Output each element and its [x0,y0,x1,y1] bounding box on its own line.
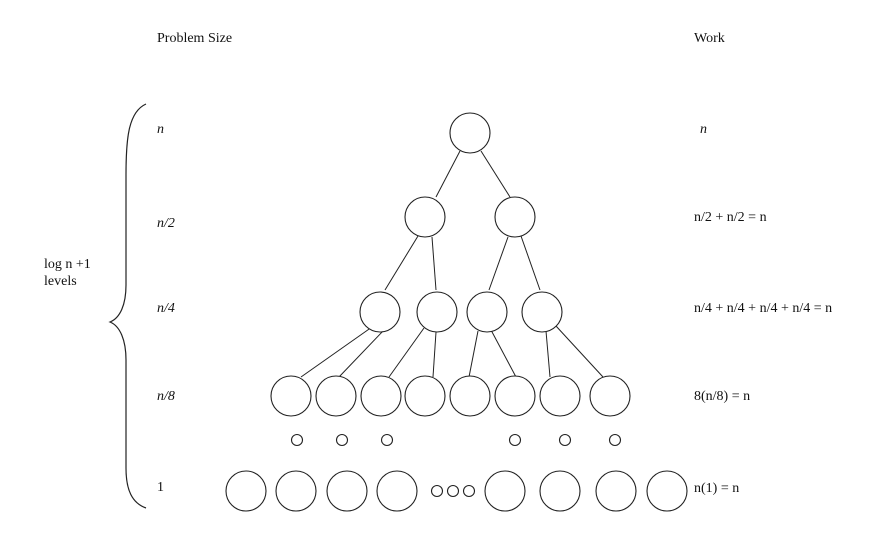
edge [545,330,551,378]
work-header: Work [694,31,725,46]
tree-edges [300,150,604,378]
edge [431,236,437,291]
tree-node-leaf [275,470,317,512]
ellipsis-dot [508,433,522,447]
levels-count-label: log n +1 [44,257,91,272]
work-level-1: n/2 + n/2 = n [694,210,767,225]
tree-node-leaf [484,470,526,512]
levels-word-label: levels [44,274,77,289]
edge [480,150,511,198]
work-level-leaf: n(1) = n [694,481,740,496]
tree-node-level-3 [315,375,357,417]
tree-node-leaf [376,470,418,512]
problem-size-level-1: n/2 [157,216,175,231]
tree-node-level-1 [494,196,536,238]
tree-node-level-3 [360,375,402,417]
edge [490,329,517,378]
ellipsis-dot [290,433,304,447]
problem-size-level-3: n/8 [157,389,175,404]
tree-node-leaf [595,470,637,512]
tree-node-root [449,112,491,154]
ellipsis-dot [446,484,460,498]
tree-node-level-3 [404,375,446,417]
tree-node-level-2 [416,291,458,333]
edge [520,235,541,291]
tree-node-level-3 [539,375,581,417]
tree-node-level-3 [589,375,631,417]
ellipsis-dot [558,433,572,447]
edge [300,326,373,378]
edge [468,330,479,378]
edge [338,330,384,378]
edge [388,327,425,378]
ellipsis-dot [335,433,349,447]
work-level-0: n [700,122,707,137]
ellipsis-dot [608,433,622,447]
tree-node-level-1 [404,196,446,238]
tree-node-level-3 [270,375,312,417]
tree-node-leaf [225,470,267,512]
tree-node-leaf [646,470,688,512]
problem-size-level-0: n [157,122,164,137]
work-level-3: 8(n/8) = n [694,389,751,404]
levels-brace [108,103,147,509]
tree-node-leaf [539,470,581,512]
tree-node-level-3 [494,375,536,417]
edge [488,236,509,291]
edge [555,325,604,378]
tree-node-level-3 [449,375,491,417]
tree-node-level-2 [521,291,563,333]
edge [435,150,461,198]
tree-node-level-2 [466,291,508,333]
tree-node-level-2 [359,291,401,333]
edge [432,331,437,378]
work-level-2: n/4 + n/4 + n/4 + n/4 = n [694,301,833,316]
tree-node-leaf [326,470,368,512]
ellipsis-dot [380,433,394,447]
problem-size-level-leaf: 1 [157,480,164,495]
problem-size-header: Problem Size [157,31,233,46]
problem-size-level-2: n/4 [157,301,175,316]
ellipsis-dot [430,484,444,498]
edge [384,235,419,291]
ellipsis-dot [462,484,476,498]
